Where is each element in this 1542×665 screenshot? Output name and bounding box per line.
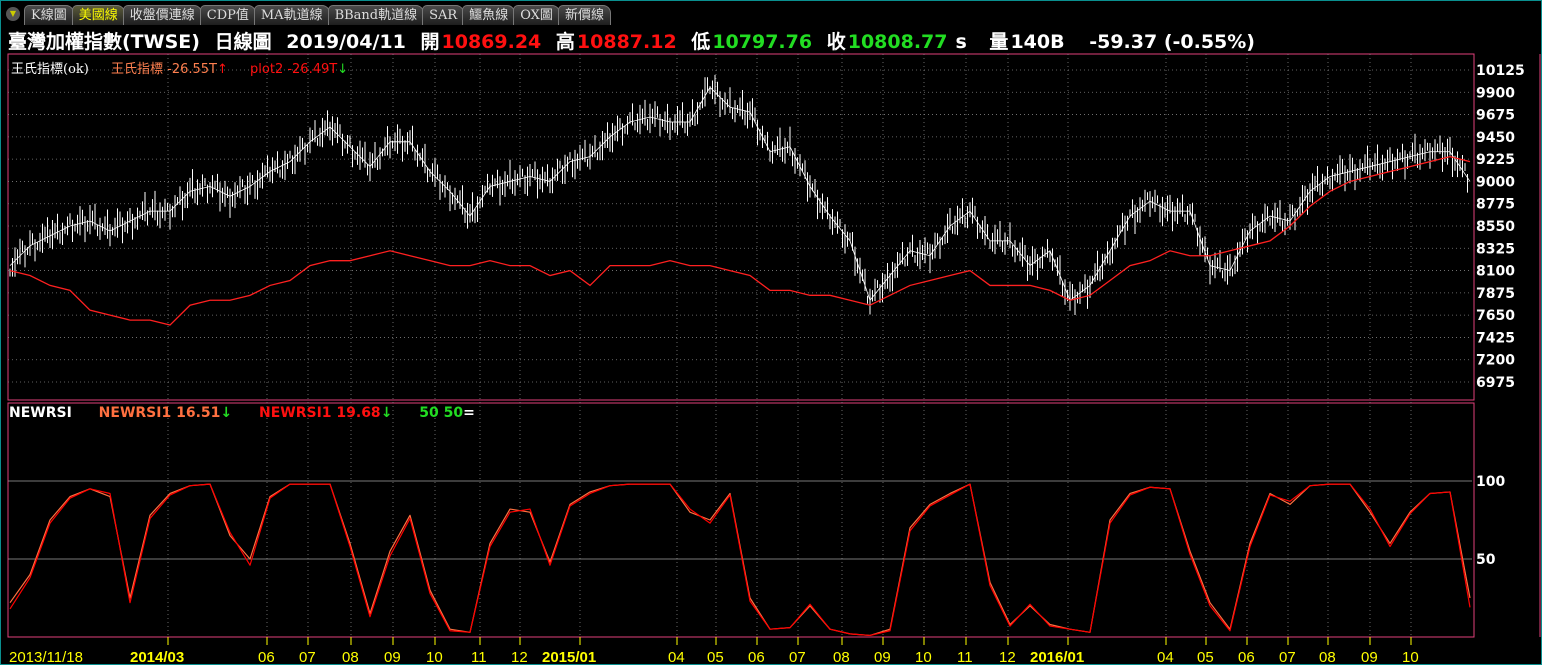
date-label: 11 bbox=[957, 649, 973, 665]
indicator-name: 王氏指標(ok) bbox=[11, 62, 89, 77]
price-tick-label: 7650 bbox=[1476, 308, 1515, 324]
wang-indicator-line bbox=[9, 155, 1471, 326]
price-tick-label: 8550 bbox=[1476, 219, 1515, 235]
rsi-tick-label: 50 bbox=[1476, 552, 1496, 568]
menu-dropdown-icon[interactable]: ▼ bbox=[6, 7, 20, 21]
rsi-panel-frame bbox=[7, 402, 1475, 638]
tab-7[interactable]: 鱷魚線 bbox=[462, 5, 516, 25]
price-tick-label: 8325 bbox=[1476, 241, 1515, 257]
date-label: 05 bbox=[707, 649, 724, 665]
date-label: 07 bbox=[789, 649, 806, 665]
low-label: 低 bbox=[691, 31, 711, 53]
top-legend: 王氏指標(ok) 王氏指標 -26.55T↑ plot2 -26.49T↓ bbox=[11, 58, 348, 77]
date-label: 12 bbox=[511, 649, 528, 665]
date-label: 11 bbox=[471, 649, 487, 665]
tab-1[interactable]: 美國線 bbox=[71, 5, 125, 25]
price-tick-label: 9225 bbox=[1476, 152, 1515, 168]
date-label: 04 bbox=[1157, 649, 1174, 665]
tab-6[interactable]: SAR bbox=[422, 5, 465, 25]
price-tick-label: 6975 bbox=[1476, 375, 1515, 391]
arrow-up-icon: ↑ bbox=[216, 62, 228, 77]
open-value: 10869.24 bbox=[441, 31, 542, 53]
tab-3[interactable]: CDP值 bbox=[199, 5, 256, 25]
price-tick-label: 8100 bbox=[1476, 264, 1515, 280]
price-tick-label: 7875 bbox=[1476, 286, 1515, 302]
date-label: 06 bbox=[1238, 649, 1255, 665]
date-label: 07 bbox=[299, 649, 316, 665]
high-value: 10887.12 bbox=[576, 31, 677, 53]
date-label: 10 bbox=[915, 649, 932, 665]
date-label: 07 bbox=[1279, 649, 1296, 665]
low-value: 10797.76 bbox=[712, 31, 813, 53]
tab-2[interactable]: 收盤價連線 bbox=[122, 5, 202, 25]
equal-icon: = bbox=[463, 405, 475, 421]
chart-type-tabs: ▼ K線圖 美國線 收盤價連線 CDP值 MA軌道線 BBand軌道線 SAR 鱷魚線 OX圖新… bbox=[4, 3, 611, 25]
rsi1-line bbox=[9, 483, 1471, 637]
tab-8[interactable]: OX圖 bbox=[513, 5, 560, 25]
tab-9[interactable]: 新價線 bbox=[557, 5, 611, 25]
rsi-name: NEWRSI bbox=[9, 405, 72, 421]
legend-rsi1: NEWRSI1 16.51 bbox=[98, 405, 221, 421]
date-label: 06 bbox=[748, 649, 765, 665]
date-label: 2013/11/18 bbox=[9, 649, 83, 665]
arrow-down-icon: ↓ bbox=[220, 405, 233, 421]
volume-label: 量 bbox=[989, 31, 1009, 53]
date-label: 09 bbox=[874, 649, 891, 665]
price-bars bbox=[9, 74, 1468, 315]
date-label: 09 bbox=[384, 649, 401, 665]
legend-50: 50 50 bbox=[419, 405, 464, 421]
rsi2-line bbox=[9, 483, 1471, 637]
date-label: 08 bbox=[1319, 649, 1336, 665]
price-panel-frame bbox=[7, 53, 1475, 401]
date-label: 04 bbox=[668, 649, 685, 665]
legend-rsi2: NEWRSI1 19.68 bbox=[258, 405, 381, 421]
date-label: 2015/01 bbox=[542, 649, 596, 665]
date-label: 10 bbox=[426, 649, 443, 665]
price-tick-label: 9000 bbox=[1476, 174, 1515, 190]
price-tick-label: 10125 bbox=[1476, 63, 1525, 79]
close-label: 收 bbox=[826, 31, 846, 53]
close-suffix: s bbox=[955, 31, 967, 53]
period-label: 日線圖 bbox=[214, 31, 272, 53]
bottom-legend: NEWRSI NEWRSI1 16.51↓ NEWRSI1 19.68↓ 50 … bbox=[9, 405, 475, 421]
high-label: 高 bbox=[555, 31, 575, 53]
price-line bbox=[9, 86, 1471, 302]
arrow-down-icon: ↓ bbox=[337, 62, 349, 77]
date-label: 09 bbox=[1361, 649, 1378, 665]
change-value: -59.37 (-0.55%) bbox=[1089, 31, 1255, 53]
date-label: 2016/01 bbox=[1030, 649, 1084, 665]
volume-value: 140B bbox=[1010, 31, 1065, 53]
price-tick-label: 7200 bbox=[1476, 353, 1515, 369]
quote-date: 2019/04/11 bbox=[286, 31, 406, 53]
symbol-name: 臺灣加權指數(TWSE) bbox=[8, 31, 200, 53]
date-label: 2014/03 bbox=[130, 649, 184, 665]
tab-5[interactable]: BBand軌道線 bbox=[327, 5, 425, 25]
date-label: 12 bbox=[999, 649, 1016, 665]
date-label: 06 bbox=[258, 649, 275, 665]
date-label: 08 bbox=[342, 649, 359, 665]
close-value: 10808.77 bbox=[847, 31, 948, 53]
date-label: 05 bbox=[1197, 649, 1214, 665]
legend-plot2: plot2 -26.49T bbox=[250, 62, 338, 77]
date-label: 08 bbox=[833, 649, 850, 665]
price-tick-label: 9900 bbox=[1476, 85, 1515, 101]
legend-wang: 王氏指標 -26.55T bbox=[111, 62, 217, 77]
rsi-tick-label: 100 bbox=[1476, 474, 1505, 490]
date-label: 10 bbox=[1402, 649, 1419, 665]
price-tick-label: 9450 bbox=[1476, 130, 1515, 146]
price-tick-label: 8775 bbox=[1476, 197, 1515, 213]
price-tick-label: 9675 bbox=[1476, 108, 1515, 124]
price-tick-label: 7425 bbox=[1476, 330, 1515, 346]
open-label: 開 bbox=[420, 31, 440, 53]
arrow-down-icon: ↓ bbox=[380, 405, 393, 421]
